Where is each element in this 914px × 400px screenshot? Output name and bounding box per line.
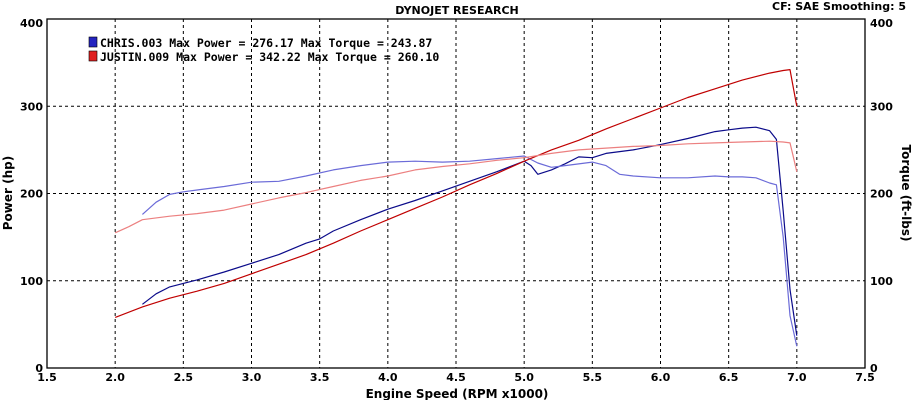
y-tick-label-left: 400 (20, 17, 43, 30)
x-axis-label: Engine Speed (RPM x1000) (366, 387, 549, 400)
chart-cf-info: CF: SAE Smoothing: 5 (772, 0, 906, 13)
y-tick-label-right: 200 (870, 188, 893, 201)
y-tick-label-right: 300 (870, 100, 893, 113)
grid-layer (47, 19, 865, 368)
legend-swatch-chris (88, 36, 98, 48)
y-axis-right-label: Torque (ft-lbs) (899, 145, 913, 242)
x-tick-label: 7.0 (787, 371, 807, 384)
y-tick-label-right: 400 (870, 17, 893, 30)
plot-frame (46, 18, 866, 369)
y-tick-label-left: 300 (20, 100, 43, 113)
legend: CHRIS.003 Max Power = 276.17 Max Torque … (88, 36, 439, 64)
x-tick-label: 3.0 (242, 371, 262, 384)
series-line-chris-003-power (142, 126, 798, 336)
x-tick-label: 2.0 (105, 371, 125, 384)
series-line-chris-003-torque (142, 155, 798, 347)
y-tick-label-right: 0 (870, 362, 878, 375)
legend-entry-justin: JUSTIN.009 Max Power = 342.22 Max Torque… (100, 50, 439, 64)
x-tick-label: 7.5 (855, 371, 875, 384)
y-tick-label-left: 200 (20, 188, 43, 201)
tick-label-layer: 1.5 2.0 2.5 3.0 3.5 4.0 4.5 5.0 5.5 6.0 6.5 7.0 7.50… (20, 17, 893, 384)
legend-entry-chris: CHRIS.003 Max Power = 276.17 Max Torque … (100, 36, 432, 50)
y-tick-label-left: 100 (20, 275, 43, 288)
y-tick-label-left: 0 (35, 362, 43, 375)
x-tick-label: 3.5 (310, 371, 330, 384)
series-line-justin-009-power (114, 68, 798, 318)
series-line-justin-009-torque (114, 140, 798, 234)
x-tick-label: 4.0 (378, 371, 398, 384)
x-tick-label: 5.0 (514, 371, 534, 384)
series-layer (114, 68, 798, 347)
x-tick-label: 6.0 (651, 371, 671, 384)
x-tick-label: 2.5 (174, 371, 194, 384)
y-axis-left-label: Power (hp) (1, 156, 15, 230)
x-tick-label: 6.5 (719, 371, 739, 384)
legend-swatch-justin (88, 50, 98, 62)
x-tick-label: 1.5 (37, 371, 57, 384)
x-tick-label: 5.5 (583, 371, 603, 384)
x-tick-label: 4.5 (446, 371, 466, 384)
chart-title: DYNOJET RESEARCH (395, 4, 518, 17)
y-tick-label-right: 100 (870, 275, 893, 288)
